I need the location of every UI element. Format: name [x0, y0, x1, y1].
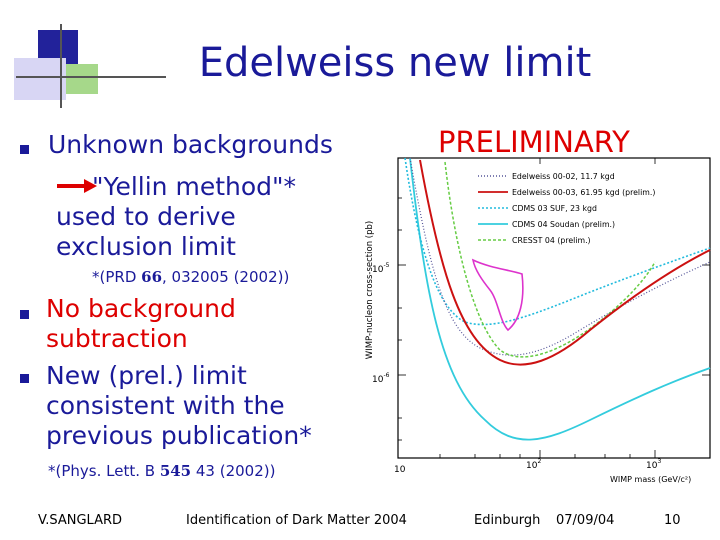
- y-tick-label: 10-5: [372, 262, 390, 275]
- svg-text:Edelweiss 00-02, 11.7 kgd: Edelweiss 00-02, 11.7 kgd: [512, 172, 615, 181]
- footer-page-number: 10: [664, 513, 681, 528]
- yellin-method-line2: used to derive: [56, 202, 236, 231]
- footer-place: Edinburgh: [474, 513, 541, 528]
- deco-line-horizontal: [16, 76, 166, 78]
- legend-item: Edelweiss 00-02, 11.7 kgd: [478, 172, 615, 181]
- bullet-new-limit-line1: New (prel.) limit: [46, 361, 247, 390]
- bullet-new-limit-line3: previous publication*: [46, 421, 312, 450]
- dama-region: [471, 258, 524, 332]
- x-tick-label: 102: [526, 458, 541, 471]
- svg-text:Edelweiss 00-03, 61.95 kgd (pr: Edelweiss 00-03, 61.95 kgd (prelim.): [512, 188, 655, 197]
- x-tick-label: 103: [646, 458, 661, 471]
- bullet-no-background-line1: No background: [46, 294, 236, 323]
- footer-author: V.SANGLARD: [38, 513, 123, 528]
- deco-square-lavender: [14, 58, 66, 100]
- exclusion-plot: WIMP-nucleon cross-section (pb) 10-5 10-…: [365, 157, 711, 484]
- x-tick-label: 10: [394, 465, 406, 475]
- legend-item: CRESST 04 (prelim.): [478, 236, 591, 245]
- footer-date: 07/09/04: [556, 513, 615, 528]
- plot-frame: [397, 157, 711, 459]
- bullet-marker: [20, 145, 29, 154]
- deco-line-vertical: [60, 24, 62, 108]
- curve-cdms-03-suf: [404, 157, 711, 326]
- yellin-method-line1: "Yellin method"*: [92, 172, 297, 201]
- svg-text:CDMS 03 SUF, 23 kgd: CDMS 03 SUF, 23 kgd: [512, 204, 597, 213]
- curve-cdms-04-soudan: [409, 157, 711, 441]
- y-tick-label: 10-6: [372, 372, 390, 385]
- bullet-new-limit-line2: consistent with the: [46, 391, 285, 420]
- x-ticks: [439, 158, 656, 458]
- x-axis-label: WIMP mass (GeV/c²): [610, 475, 691, 484]
- bullet-unknown-backgrounds: Unknown backgrounds: [48, 130, 333, 159]
- legend-item: CDMS 03 SUF, 23 kgd: [478, 204, 597, 213]
- curve-edelweiss-00-03: [419, 159, 711, 366]
- bullet-marker: [20, 374, 29, 383]
- footer-topic: Identification of Dark Matter 2004: [186, 513, 407, 528]
- bullet-marker: [20, 310, 29, 319]
- curve-edelweiss-00-02: [409, 157, 711, 356]
- legend-item: Edelweiss 00-03, 61.95 kgd (prelim.): [478, 188, 655, 197]
- y-axis-label: WIMP-nucleon cross-section (pb): [365, 221, 375, 359]
- svg-text:CRESST 04 (prelim.): CRESST 04 (prelim.): [512, 236, 591, 245]
- reference-prd: *(PRD 66, 032005 (2002)): [92, 268, 290, 286]
- y-ticks: [398, 197, 710, 441]
- bullet-no-background-line2: subtraction: [46, 324, 188, 353]
- legend-item: CDMS 04 Soudan (prelim.): [478, 220, 615, 229]
- slide-title: Edelweiss new limit: [198, 40, 592, 86]
- chart-legend: Edelweiss 00-02, 11.7 kgd Edelweiss 00-0…: [478, 172, 655, 245]
- yellin-method-line3: exclusion limit: [56, 232, 236, 261]
- deco-square-green: [66, 64, 98, 94]
- arrow-right-icon: [57, 179, 97, 193]
- preliminary-label: PRELIMINARY: [438, 125, 630, 159]
- svg-text:CDMS 04 Soudan (prelim.): CDMS 04 Soudan (prelim.): [512, 220, 615, 229]
- reference-plb: *(Phys. Lett. B 545 43 (2002)): [48, 462, 276, 480]
